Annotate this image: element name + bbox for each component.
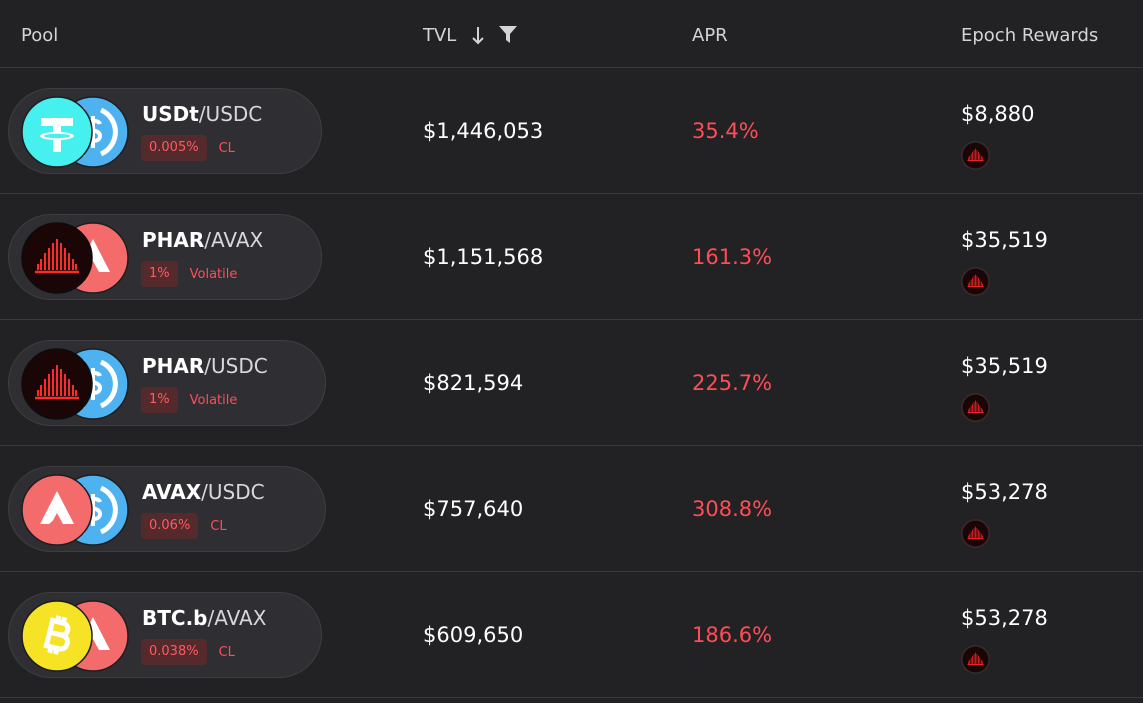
base-token: PHAR — [142, 354, 205, 378]
pool-row[interactable]: BTC.b/AVAX 0.038% CL $609,650 186.6% $53,278 — [0, 572, 1143, 698]
reward-token — [960, 392, 991, 427]
pool-kind: Volatile — [189, 266, 238, 282]
fee-badge: 1% — [141, 261, 178, 287]
quote-token: /AVAX — [204, 228, 264, 252]
reward-token — [960, 644, 991, 679]
token-icons — [20, 221, 132, 299]
apr-value: 35.4% — [692, 119, 759, 143]
header-rewards: Epoch Rewards — [961, 25, 1099, 46]
fee-badge: 1% — [141, 387, 178, 413]
pool-row[interactable]: USDt/USDC 0.005% CL $1,446,053 35.4% $8,880 — [0, 68, 1143, 194]
reward-token-icon — [961, 519, 990, 548]
header-tvl[interactable]: TVL — [423, 25, 457, 46]
divider — [0, 571, 1143, 572]
rewards-value: $53,278 — [961, 606, 1048, 630]
pool-row[interactable]: PHAR/USDC 1% Volatile $821,594 225.7% $35,519 — [0, 320, 1143, 446]
token-icons — [20, 95, 132, 173]
token-pair-icons — [21, 222, 129, 294]
fee-badge: 0.038% — [141, 639, 207, 665]
pool-badges: 0.005% CL — [141, 135, 235, 161]
reward-token-icon — [961, 393, 990, 422]
divider — [0, 67, 1143, 68]
fee-badge: 0.005% — [141, 135, 207, 161]
quote-token: /USDC — [201, 480, 265, 504]
pool-kind: CL — [210, 518, 227, 534]
token-pair-icons — [20, 599, 129, 673]
reward-token-icon — [961, 141, 990, 170]
header-pool: Pool — [21, 25, 59, 46]
token-pair-icons — [21, 348, 132, 420]
token-icons — [20, 473, 132, 551]
apr-value: 186.6% — [692, 623, 773, 647]
reward-token — [960, 266, 991, 301]
pool-badges: 0.038% CL — [141, 639, 235, 665]
divider — [0, 697, 1143, 698]
pool-badges: 1% Volatile — [141, 387, 237, 413]
rewards-value: $35,519 — [961, 354, 1048, 378]
tvl-value: $1,446,053 — [423, 119, 544, 143]
base-token: AVAX — [142, 480, 202, 504]
token-pair-icons — [21, 473, 132, 547]
token-icons — [20, 599, 132, 677]
reward-token — [960, 140, 991, 175]
divider — [0, 319, 1143, 320]
reward-token — [960, 518, 991, 553]
quote-token: /AVAX — [207, 606, 267, 630]
divider — [0, 193, 1143, 194]
reward-token-icon — [961, 267, 990, 296]
rewards-value: $8,880 — [961, 102, 1035, 126]
base-token: USDt — [142, 102, 199, 126]
fee-badge: 0.06% — [141, 513, 199, 539]
token-pair-icons — [21, 95, 132, 169]
pool-name: PHAR/USDC — [142, 353, 268, 379]
pool-badges: 0.06% CL — [141, 513, 227, 539]
pool-row[interactable]: PHAR/AVAX 1% Volatile $1,151,568 161.3% $35,5… — [0, 194, 1143, 320]
pool-name: PHAR/AVAX — [142, 227, 263, 253]
sort-filter-icons[interactable] — [470, 24, 522, 48]
token-icons — [20, 347, 132, 425]
pool-name: AVAX/USDC — [142, 479, 265, 505]
divider — [0, 445, 1143, 446]
tvl-value: $757,640 — [423, 497, 524, 521]
quote-token: /USDC — [198, 102, 263, 126]
pool-kind: CL — [218, 644, 235, 660]
apr-value: 308.8% — [692, 497, 773, 521]
rewards-value: $35,519 — [961, 228, 1048, 252]
apr-value: 161.3% — [692, 245, 773, 269]
header-apr: APR — [692, 25, 728, 46]
pool-badges: 1% Volatile — [141, 261, 237, 287]
tvl-value: $1,151,568 — [423, 245, 544, 269]
pool-name: USDt/USDC — [142, 101, 262, 127]
pool-kind: CL — [218, 140, 235, 156]
pool-row[interactable]: AVAX/USDC 0.06% CL $757,640 308.8% $53,278 — [0, 446, 1143, 572]
reward-token-icon — [961, 645, 990, 674]
base-token: BTC.b — [142, 606, 208, 630]
apr-value: 225.7% — [692, 371, 773, 395]
tvl-value: $609,650 — [423, 623, 524, 647]
pool-name: BTC.b/AVAX — [142, 605, 266, 631]
base-token: PHAR — [142, 228, 205, 252]
tvl-value: $821,594 — [423, 371, 524, 395]
quote-token: /USDC — [204, 354, 268, 378]
rewards-value: $53,278 — [961, 480, 1048, 504]
pool-kind: Volatile — [189, 392, 238, 408]
